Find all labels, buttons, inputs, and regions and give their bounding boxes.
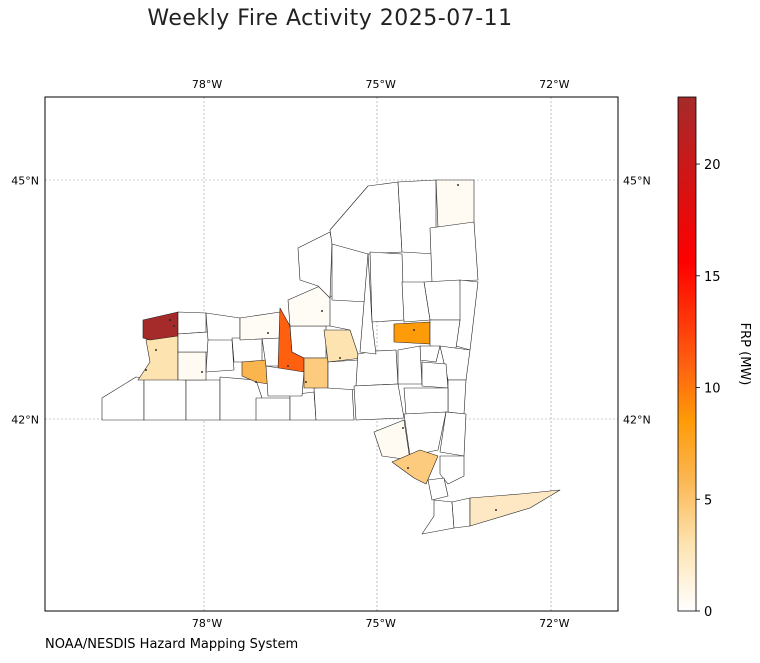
county-montgomery [393, 321, 431, 345]
hotspot-marker [339, 357, 341, 359]
hotspot-marker [495, 509, 497, 511]
county-livingston [241, 359, 269, 385]
hotspot-marker [402, 427, 404, 429]
hotspot-marker [457, 184, 459, 186]
county-erie [137, 333, 179, 381]
county-layer [101, 179, 561, 535]
county-warren [423, 279, 463, 321]
lon-tick-label-bottom: 72°W [539, 617, 569, 630]
lon-tick-label-bottom: 78°W [192, 617, 222, 630]
county-ulster [403, 411, 447, 457]
lat-tick-label-right: 42°N [623, 414, 651, 427]
county-onondaga [289, 325, 327, 359]
county-clinton [435, 179, 475, 229]
lon-tick-label-top: 78°W [192, 78, 222, 91]
county-chautauqua [101, 376, 145, 421]
county-genesee-south [177, 331, 211, 353]
colorbar-tick-label: 15 [704, 270, 721, 285]
county-cattaraugus [143, 377, 187, 421]
county-ontario [231, 337, 263, 363]
colorbar-tick-label: 5 [704, 493, 712, 508]
county-schenectady [419, 345, 441, 363]
colorbar-tick-label: 0 [704, 605, 712, 620]
hotspot-marker [287, 365, 289, 367]
county-herkimer [359, 253, 377, 355]
county-st-lawrence [329, 181, 403, 255]
colorbar-tick-label: 10 [704, 382, 721, 397]
hotspot-marker [145, 369, 147, 371]
county-cortland [303, 357, 329, 389]
county-suffolk [469, 489, 561, 527]
hotspot-marker [168, 318, 172, 322]
hotspot-marker [407, 467, 409, 469]
county-putnam-westchester [439, 455, 465, 485]
map-frame [44, 96, 619, 612]
hotspot-marker [267, 332, 269, 334]
lat-tick-label-left: 42°N [11, 414, 39, 427]
colorbar-label: FRP (MW) [737, 323, 752, 386]
lat-tick-label-right: 45°N [623, 175, 651, 188]
source-credit: NOAA/NESDIS Hazard Mapping System [45, 637, 299, 652]
county-wayne [239, 311, 281, 341]
county-wyoming [177, 351, 207, 381]
hotspot-marker [201, 371, 203, 373]
lon-tick-label-bottom: 75°W [366, 617, 396, 630]
hotspot-marker [413, 329, 415, 331]
axis-ticks: 78°W 78°W 75°W 75°W 72°W 72°W 45°N 45°N 42°N 42°N [11, 78, 650, 630]
county-greene [403, 387, 449, 415]
hotspot-marker [155, 349, 157, 351]
county-columbia [447, 379, 467, 415]
county-nassau [451, 497, 471, 529]
county-allegany [185, 379, 221, 421]
county-orange [391, 449, 439, 485]
county-delaware [353, 383, 405, 421]
county-sullivan [373, 419, 411, 461]
county-hamilton [369, 251, 405, 323]
hotspot-marker [321, 310, 323, 312]
county-genesee [177, 311, 207, 335]
county-seneca [265, 365, 305, 397]
county-albany [397, 345, 423, 385]
county-broome [313, 385, 355, 421]
county-livingston-n [205, 339, 235, 373]
hotspot-marker [305, 381, 307, 383]
map-title: Weekly Fire Activity 2025-07-11 [147, 6, 513, 31]
county-washington [455, 279, 479, 351]
county-chenango [327, 359, 359, 391]
county-saratoga [429, 319, 461, 349]
lon-tick-label-top: 72°W [539, 78, 569, 91]
county-nyc [421, 499, 455, 535]
hotspot-marker [255, 381, 257, 383]
colorbar-ticks: 0 5 10 15 20 [696, 158, 721, 620]
county-niagara-orleans [142, 311, 179, 341]
lat-tick-label-left: 45°N [11, 175, 39, 188]
county-monroe [205, 312, 241, 343]
county-schoharie [421, 361, 449, 389]
county-otsego [355, 349, 399, 387]
county-chemung [255, 397, 291, 421]
colorbar-tick-label: 20 [704, 158, 721, 173]
hotspot-layer [145, 184, 497, 511]
county-rockland [427, 477, 449, 501]
hotspot-marker [173, 325, 175, 327]
colorbar [677, 96, 697, 612]
lon-tick-label-top: 75°W [366, 78, 396, 91]
county-essex [429, 221, 479, 283]
